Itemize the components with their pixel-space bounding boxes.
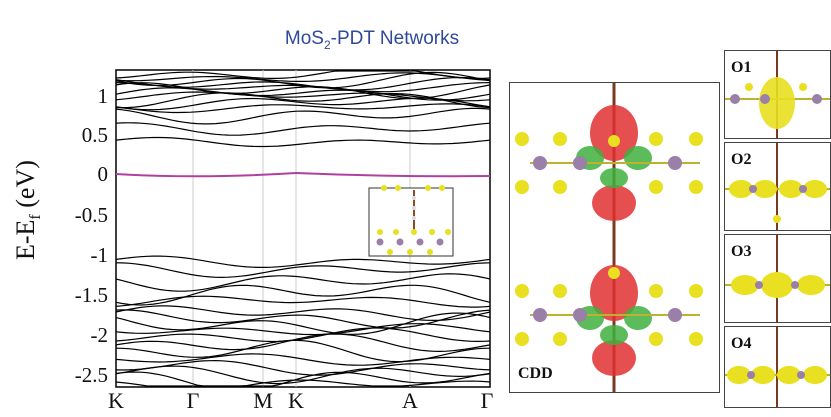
- band-line: [115, 122, 491, 136]
- ytick-label: 0: [97, 162, 109, 186]
- o4-label: O4: [731, 335, 752, 352]
- band-line: [115, 262, 491, 279]
- ytick-label: 0.5: [81, 123, 108, 147]
- cdd-figure: [515, 83, 703, 392]
- band-line: [115, 273, 491, 292]
- xtick-label: K: [288, 388, 304, 413]
- band-lines: [115, 70, 491, 387]
- xtick-label: Γ: [186, 388, 200, 413]
- o3-label: O3: [731, 243, 752, 260]
- band-line: [115, 284, 491, 306]
- band-line: [115, 295, 491, 308]
- band-line: [115, 371, 491, 387]
- fermi-level-band: [115, 171, 491, 178]
- ytick-label: -2: [90, 323, 109, 347]
- o1-label: O1: [731, 59, 752, 76]
- ytick-label: 1: [97, 84, 109, 108]
- xtick-label: Γ: [480, 388, 494, 413]
- band-line: [115, 305, 491, 322]
- band-line: [115, 312, 491, 335]
- band-line: [115, 333, 491, 353]
- band-line: [115, 107, 491, 125]
- ytick-label: -1: [90, 243, 109, 267]
- band-line: [115, 70, 491, 80]
- xtick-label: A: [402, 388, 418, 413]
- band-line: [115, 365, 491, 385]
- ytick-label: -2.5: [74, 363, 108, 387]
- inset-structure: [368, 185, 454, 257]
- orbital-panel-o2: O2: [724, 142, 831, 231]
- band-line: [115, 309, 491, 329]
- orbital-panel-o1: O1: [724, 50, 831, 139]
- cdd-label: CDD: [518, 365, 553, 382]
- ytick-label: -0.5: [74, 203, 108, 227]
- o2-label: O2: [731, 151, 752, 168]
- xtick-label: K: [108, 388, 124, 413]
- band-line: [115, 353, 491, 366]
- band-line: [115, 255, 491, 268]
- ytick-label: -1.5: [74, 283, 108, 307]
- band-line: [115, 136, 491, 148]
- figure-title: MoS2-PDT Networks: [284, 28, 460, 52]
- band-line: [115, 92, 491, 109]
- band-line: [115, 82, 491, 100]
- band-line: [115, 72, 491, 82]
- band-line: [115, 359, 491, 376]
- band-line: [115, 76, 491, 91]
- orbital-panel-o3: O3: [724, 234, 831, 323]
- band-line: [115, 103, 491, 114]
- band-line: [115, 379, 491, 387]
- band-line: [115, 327, 491, 343]
- band-line: [115, 323, 491, 336]
- xtick-label: M: [253, 388, 273, 413]
- orbital-panel-o4: O4: [724, 326, 831, 408]
- cdd-panel: CDD: [509, 82, 720, 393]
- plot-frame: [115, 69, 491, 388]
